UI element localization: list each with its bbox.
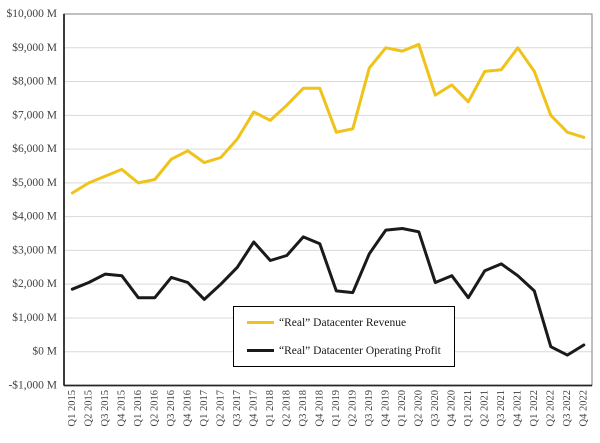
x-axis-tick-label: Q3 2017	[232, 390, 243, 426]
x-axis-tick-label: Q2 2017	[215, 390, 226, 426]
x-axis-tick-label: Q1 2021	[463, 390, 474, 426]
y-axis-tick-label: $4,000 M	[12, 210, 57, 223]
operating-profit-line	[70, 227, 586, 357]
x-axis-tick-label: Q3 2020	[430, 390, 441, 426]
x-axis-tick-label: Q4 2022	[578, 390, 589, 426]
x-axis-tick-label: Q2 2021	[479, 390, 490, 426]
x-axis-tick-label: Q3 2021	[496, 390, 507, 426]
x-axis-tick-label: Q1 2015	[67, 390, 78, 426]
x-axis-tick-label: Q4 2018	[314, 390, 325, 426]
x-axis-tick-label: Q3 2018	[298, 390, 309, 426]
x-axis-tick-label: Q1 2019	[331, 390, 342, 426]
x-axis-tick-label: Q1 2018	[265, 390, 276, 426]
x-axis-tick-label: Q1 2016	[133, 390, 144, 426]
y-axis-tick-label: $1,000 M	[12, 311, 57, 324]
y-axis-tick-label: $9,000 M	[12, 41, 57, 54]
x-axis-tick-label: Q2 2018	[281, 390, 292, 426]
x-axis-tick-label: Q2 2020	[413, 390, 424, 426]
y-axis-tick-label: $5,000 M	[12, 176, 57, 189]
legend-label-operating-profit: “Real” Datacenter Operating Profit	[279, 344, 441, 357]
x-axis-tick-label: Q4 2015	[116, 390, 127, 426]
x-axis-tick-label: Q4 2019	[380, 390, 391, 426]
x-axis-tick-label: Q4 2017	[248, 390, 259, 426]
y-axis-tick-label: $7,000 M	[12, 108, 57, 121]
y-axis-tick-label: -$1,000 M	[8, 379, 57, 392]
revenue-line	[70, 42, 586, 195]
y-axis-tick-label: $0 M	[32, 345, 57, 358]
x-axis-tick-label: Q1 2017	[199, 390, 210, 426]
y-axis-tick-label: $3,000 M	[12, 243, 57, 256]
x-axis-tick-label: Q3 2016	[166, 390, 177, 426]
x-axis-tick-label: Q4 2016	[182, 390, 193, 426]
x-axis-tick-label: Q1 2022	[529, 390, 540, 426]
x-axis-tick-label: Q2 2019	[347, 390, 358, 426]
x-axis-tick-label: Q2 2016	[149, 390, 160, 426]
y-axis-tick-label: $8,000 M	[12, 75, 57, 88]
x-axis-tick-label: Q3 2022	[562, 390, 573, 426]
x-axis-tick-label: Q4 2021	[512, 390, 523, 426]
x-axis-tick-label: Q3 2015	[100, 390, 111, 426]
legend-item-operating-profit: “Real” Datacenter Operating Profit	[247, 343, 448, 358]
y-axis-tick-label: $10,000 M	[7, 7, 57, 20]
x-axis-tick-label: Q2 2022	[545, 390, 556, 426]
legend-item-revenue: “Real” Datacenter Revenue	[247, 315, 448, 330]
legend-label-revenue: “Real” Datacenter Revenue	[279, 316, 407, 329]
operating-profit-line-swatch	[247, 349, 274, 352]
y-axis-tick-label: $2,000 M	[12, 277, 57, 290]
y-axis-tick-label: $6,000 M	[12, 142, 57, 155]
revenue-line-swatch	[247, 321, 274, 324]
x-axis-tick-label: Q3 2019	[364, 390, 375, 426]
x-axis-tick-label: Q1 2020	[397, 390, 408, 426]
x-axis-tick-label: Q2 2015	[83, 390, 94, 426]
chart-legend: “Real” Datacenter Revenue “Real” Datacen…	[233, 306, 455, 367]
x-axis-tick-label: Q4 2020	[446, 390, 457, 426]
